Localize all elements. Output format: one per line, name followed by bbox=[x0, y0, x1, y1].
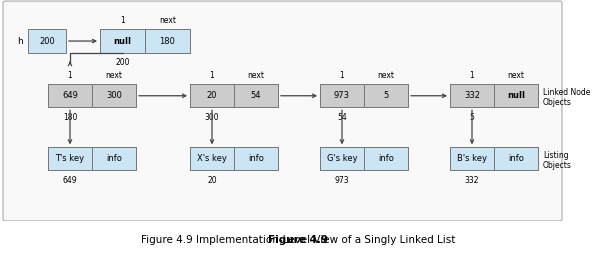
Text: next: next bbox=[507, 71, 525, 80]
Text: info: info bbox=[508, 154, 524, 163]
Bar bbox=[100, 29, 145, 53]
Bar bbox=[450, 84, 494, 107]
Text: 180: 180 bbox=[159, 37, 176, 45]
Text: Objects: Objects bbox=[543, 161, 572, 170]
Bar bbox=[92, 147, 136, 170]
Bar bbox=[190, 147, 234, 170]
Text: info: info bbox=[106, 154, 122, 163]
Bar bbox=[190, 84, 234, 107]
Text: X's key: X's key bbox=[197, 154, 227, 163]
Text: Objects: Objects bbox=[543, 98, 572, 107]
Bar bbox=[234, 84, 278, 107]
Text: info: info bbox=[248, 154, 264, 163]
Text: 300: 300 bbox=[205, 113, 219, 122]
Text: 54: 54 bbox=[251, 91, 261, 100]
Text: next: next bbox=[377, 71, 395, 80]
Bar bbox=[100, 29, 190, 53]
Text: 973: 973 bbox=[334, 91, 350, 100]
Text: Linked Node: Linked Node bbox=[543, 88, 590, 97]
Bar bbox=[92, 84, 136, 107]
Bar bbox=[234, 147, 278, 170]
Text: 1: 1 bbox=[470, 71, 475, 80]
Text: null: null bbox=[113, 37, 131, 45]
Text: 300: 300 bbox=[106, 91, 122, 100]
Bar bbox=[48, 84, 92, 107]
Bar bbox=[48, 147, 92, 170]
Bar bbox=[320, 84, 408, 107]
Text: 180: 180 bbox=[63, 113, 77, 122]
Bar bbox=[450, 84, 538, 107]
Text: 1: 1 bbox=[340, 71, 344, 80]
Bar bbox=[28, 29, 66, 53]
Text: 1: 1 bbox=[67, 71, 72, 80]
Text: 20: 20 bbox=[207, 91, 217, 100]
Text: next: next bbox=[159, 16, 176, 25]
Text: G's key: G's key bbox=[327, 154, 358, 163]
Text: 1: 1 bbox=[120, 16, 125, 25]
Bar bbox=[320, 147, 364, 170]
Text: info: info bbox=[378, 154, 394, 163]
Text: 5: 5 bbox=[470, 113, 475, 122]
Text: Listing: Listing bbox=[543, 151, 568, 160]
Bar bbox=[364, 147, 408, 170]
FancyBboxPatch shape bbox=[3, 1, 562, 221]
Bar bbox=[494, 147, 538, 170]
Text: 200: 200 bbox=[115, 58, 130, 67]
Text: Figure 4.9 Implementation-Level View of a Singly Linked List: Figure 4.9 Implementation-Level View of … bbox=[141, 235, 456, 245]
Text: T's key: T's key bbox=[56, 154, 85, 163]
Bar bbox=[190, 84, 278, 107]
Bar bbox=[494, 84, 538, 107]
Text: 649: 649 bbox=[62, 91, 78, 100]
Text: Figure 4.9: Figure 4.9 bbox=[269, 235, 328, 245]
Bar bbox=[320, 84, 364, 107]
Text: 332: 332 bbox=[464, 91, 480, 100]
Bar bbox=[364, 84, 408, 107]
Bar bbox=[190, 147, 278, 170]
Text: next: next bbox=[106, 71, 122, 80]
Text: 649: 649 bbox=[63, 176, 78, 185]
Text: 5: 5 bbox=[383, 91, 389, 100]
Text: 200: 200 bbox=[39, 37, 55, 45]
Text: 20: 20 bbox=[207, 176, 217, 185]
Text: 54: 54 bbox=[337, 113, 347, 122]
Text: h: h bbox=[17, 37, 23, 45]
Text: 973: 973 bbox=[335, 176, 349, 185]
Text: B's key: B's key bbox=[457, 154, 487, 163]
Text: next: next bbox=[248, 71, 264, 80]
Text: 332: 332 bbox=[464, 176, 479, 185]
Text: null: null bbox=[507, 91, 525, 100]
Bar bbox=[48, 84, 136, 107]
Text: 1: 1 bbox=[210, 71, 214, 80]
Bar bbox=[450, 147, 538, 170]
Bar bbox=[450, 147, 494, 170]
Bar bbox=[48, 147, 136, 170]
Bar bbox=[145, 29, 190, 53]
Bar bbox=[320, 147, 408, 170]
